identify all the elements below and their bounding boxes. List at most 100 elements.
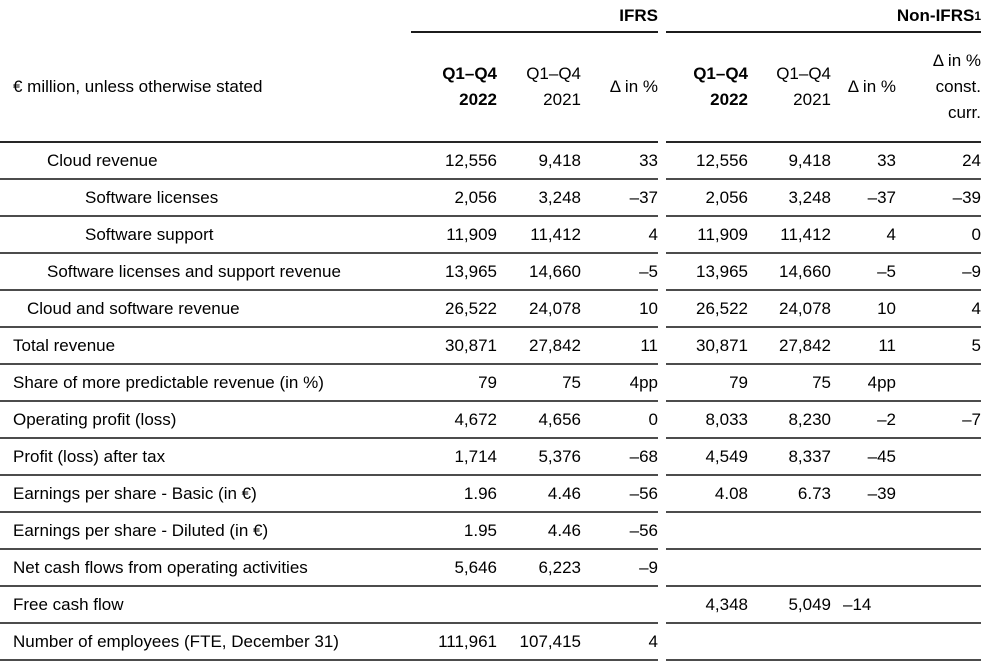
row-nonifrs-section: 13,965 14,660 –5 –9 [666, 254, 981, 291]
cell-ifrs-2021: 4,656 [538, 409, 581, 429]
column-gap [658, 587, 666, 624]
cell-ifrs-2021 [497, 587, 581, 622]
row-ifrs-section: Operating profit (loss) 4,672 4,656 0 [0, 402, 658, 439]
cell-nonifrs-delta-const-curr [896, 439, 981, 474]
row-label: Cloud revenue [47, 150, 158, 170]
cell-nonifrs-delta: 11 [878, 335, 896, 355]
row-ifrs-section: Earnings per share - Diluted (in €) 1.95… [0, 513, 658, 550]
col-header-line: Δ in % [609, 77, 658, 96]
cell-nonifrs-2021: 3,248 [788, 187, 831, 207]
cell-nonifrs-delta-const-curr [896, 476, 981, 511]
column-gap [658, 143, 666, 180]
cell-ifrs-2021: 75 [562, 372, 581, 392]
row-nonifrs-section: 8,033 8,230 –2 –7 [666, 402, 981, 439]
column-gap [658, 402, 666, 439]
cell-nonifrs-delta-const-curr: 24 [962, 150, 981, 170]
cell-ifrs-delta: 11 [640, 335, 658, 355]
ifrs-header-section: € million, unless otherwise stated Q1–Q4… [0, 33, 658, 143]
cell-ifrs-delta: –56 [629, 483, 658, 503]
cell-ifrs-2022: 2,056 [454, 187, 497, 207]
cell-ifrs-2021: 107,415 [519, 631, 581, 651]
cell-ifrs-2021: 4.46 [547, 520, 581, 540]
cell-nonifrs-2022: 8,033 [705, 409, 748, 429]
cell-ifrs-delta: –5 [639, 261, 658, 281]
col-header-line: Δ in % [847, 77, 896, 96]
cell-ifrs-2022: 4,672 [454, 409, 497, 429]
cell-nonifrs-delta: 4pp [867, 372, 896, 392]
table-body: Cloud revenue 12,556 9,418 33 12,556 9,4… [0, 143, 1000, 661]
column-gap [658, 291, 666, 328]
col-header-line: curr. [947, 103, 981, 122]
cell-nonifrs-2022: 79 [729, 372, 748, 392]
cell-ifrs-2022: 111,961 [438, 631, 497, 651]
cell-ifrs-2021: 11,412 [530, 224, 581, 244]
cell-ifrs-2022: 26,522 [445, 298, 497, 318]
col-header-nonifrs-delta: Δ in % [831, 33, 896, 141]
cell-ifrs-2021: 27,842 [529, 335, 581, 355]
row-ifrs-section: Profit (loss) after tax 1,714 5,376 –68 [0, 439, 658, 476]
row-label: Total revenue [13, 335, 116, 355]
cell-nonifrs-2022: 4.08 [714, 483, 748, 503]
cell-nonifrs-2022: 2,056 [705, 187, 748, 207]
cell-nonifrs-delta: –37 [867, 187, 896, 207]
cell-nonifrs-2021: 14,660 [779, 261, 831, 281]
col-header-nonifrs-2022: Q1–Q4 2022 [666, 33, 748, 141]
table-row: Operating profit (loss) 4,672 4,656 0 8,… [0, 402, 1000, 439]
cell-nonifrs-2022: 4,348 [705, 594, 748, 614]
row-label: Share of more predictable revenue (in %) [13, 372, 324, 392]
cell-nonifrs-delta: 10 [877, 298, 896, 318]
table-row: Earnings per share - Basic (in €) 1.96 4… [0, 476, 1000, 513]
col-header-line: Q1–Q4 [776, 64, 831, 83]
cell-nonifrs-2021 [748, 624, 831, 659]
non-ifrs-header-section: Q1–Q4 2022 Q1–Q4 2021 Δ in % Δ in % cons… [666, 33, 981, 143]
ifrs-group-header: IFRS [411, 0, 658, 33]
cell-ifrs-2022: 5,646 [454, 557, 497, 577]
cell-nonifrs-delta-const-curr: –9 [962, 261, 981, 281]
cell-ifrs-2022: 1,714 [454, 446, 497, 466]
cell-nonifrs-delta-const-curr: –39 [952, 187, 981, 207]
cell-nonifrs-delta-const-curr [896, 550, 981, 585]
row-ifrs-section: Earnings per share - Basic (in €) 1.96 4… [0, 476, 658, 513]
row-label: Earnings per share - Basic (in €) [13, 483, 257, 503]
cell-ifrs-delta: 4 [648, 631, 658, 651]
table-row: Earnings per share - Diluted (in €) 1.95… [0, 513, 1000, 550]
cell-nonifrs-delta [831, 550, 896, 585]
spacer [0, 0, 411, 33]
row-label: Net cash flows from operating activities [13, 557, 308, 577]
cell-ifrs-delta: –9 [639, 557, 658, 577]
cell-nonifrs-delta-const-curr [896, 365, 981, 400]
col-header-line: Δ in % [932, 51, 981, 70]
cell-nonifrs-2021: 8,230 [788, 409, 831, 429]
row-nonifrs-section [666, 624, 981, 661]
cell-ifrs-2022: 79 [478, 372, 497, 392]
cell-nonifrs-delta-const-curr [896, 587, 981, 622]
row-nonifrs-section [666, 513, 981, 550]
cell-ifrs-2021: 9,418 [538, 150, 581, 170]
cell-nonifrs-2021 [748, 550, 831, 585]
cell-nonifrs-delta-const-curr: 5 [971, 335, 981, 355]
cell-nonifrs-2022: 12,556 [696, 150, 748, 170]
cell-nonifrs-2022: 30,871 [696, 335, 748, 355]
column-gap [658, 476, 666, 513]
row-ifrs-section: Share of more predictable revenue (in %)… [0, 365, 658, 402]
table-row: Net cash flows from operating activities… [0, 550, 1000, 587]
row-label: Earnings per share - Diluted (in €) [13, 520, 269, 540]
cell-nonifrs-delta: –2 [877, 409, 896, 429]
col-header-nonifrs-delta-const-curr: Δ in % const. curr. [896, 33, 981, 141]
row-ifrs-section: Number of employees (FTE, December 31) 1… [0, 624, 658, 661]
column-gap [658, 217, 666, 254]
row-ifrs-section: Cloud revenue 12,556 9,418 33 [0, 143, 658, 180]
row-label: Number of employees (FTE, December 31) [13, 631, 339, 651]
cell-nonifrs-delta: –39 [867, 483, 896, 503]
cell-ifrs-2022: 13,965 [445, 261, 497, 281]
cell-nonifrs-2021: 8,337 [788, 446, 831, 466]
cell-ifrs-2021: 14,660 [529, 261, 581, 281]
row-nonifrs-section: 2,056 3,248 –37 –39 [666, 180, 981, 217]
cell-nonifrs-2021: 6.73 [797, 483, 831, 503]
cell-ifrs-delta: 4 [648, 224, 658, 244]
cell-ifrs-2022: 1.96 [463, 483, 497, 503]
table-row: Total revenue 30,871 27,842 11 30,871 27… [0, 328, 1000, 365]
row-label: Software support [85, 224, 214, 244]
cell-nonifrs-delta [831, 513, 896, 548]
